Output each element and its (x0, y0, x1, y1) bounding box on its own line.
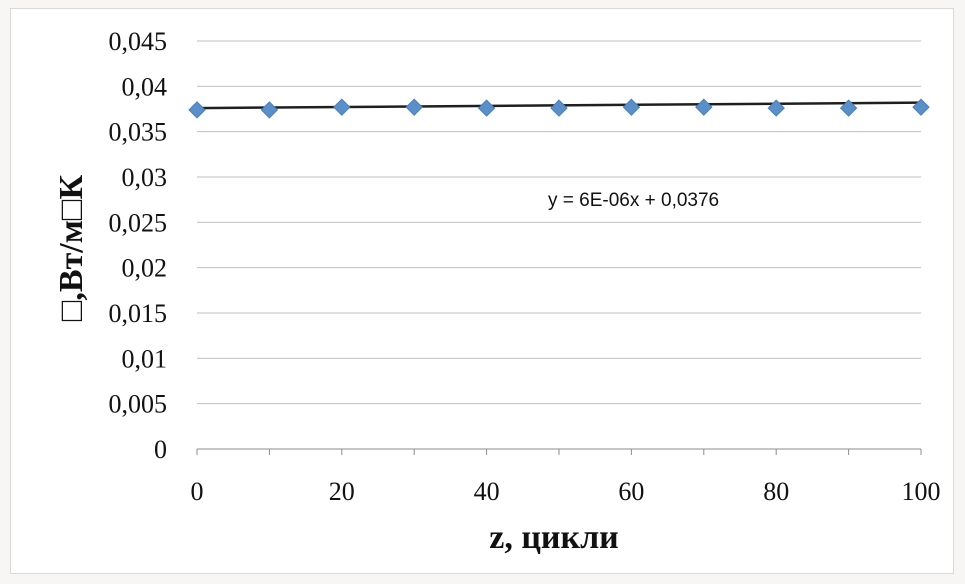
x-axis-title: z, цикли (489, 519, 619, 556)
y-tick-label: 0,015 (109, 299, 168, 328)
x-tick-labels: 0 20 40 60 80 100 (191, 477, 941, 506)
data-point (912, 98, 930, 116)
data-point (622, 98, 641, 116)
data-point (188, 101, 206, 119)
x-tick-label: 100 (902, 477, 941, 506)
y-axis-title: □,Вт/м□К (53, 175, 90, 322)
data-point (333, 98, 351, 116)
y-tick-labels: 0 0,005 0,01 0,015 0,02 0,025 0,03 0,035 0,04 0,0… (109, 27, 168, 464)
data-point (695, 98, 713, 116)
x-tick-label: 0 (191, 477, 204, 506)
chart-frame (10, 8, 954, 574)
data-series (188, 98, 930, 119)
y-tick-label: 0,035 (109, 118, 168, 147)
x-tick-label: 80 (763, 477, 789, 506)
data-point (405, 98, 423, 116)
x-tick-label: 20 (329, 477, 355, 506)
x-tick-label: 60 (618, 477, 644, 506)
gridlines (197, 40, 921, 405)
y-tick-label: 0,045 (109, 27, 168, 56)
data-point (767, 99, 785, 117)
y-tick-label: 0 (154, 435, 167, 464)
trendline-equation: y = 6E-06x + 0,0376 (548, 190, 719, 211)
y-tick-label: 0,03 (122, 163, 168, 192)
y-tick-label: 0,005 (109, 390, 168, 419)
y-tick-label: 0,04 (122, 72, 168, 101)
data-point (550, 99, 568, 117)
y-tick-label: 0,01 (122, 344, 168, 373)
data-point (477, 99, 496, 117)
x-tick-marks (196, 449, 922, 455)
data-point (839, 99, 858, 117)
y-tick-label: 0,02 (122, 254, 168, 283)
x-tick-label: 40 (474, 477, 500, 506)
data-point (260, 101, 279, 119)
y-tick-label: 0,025 (109, 208, 168, 237)
